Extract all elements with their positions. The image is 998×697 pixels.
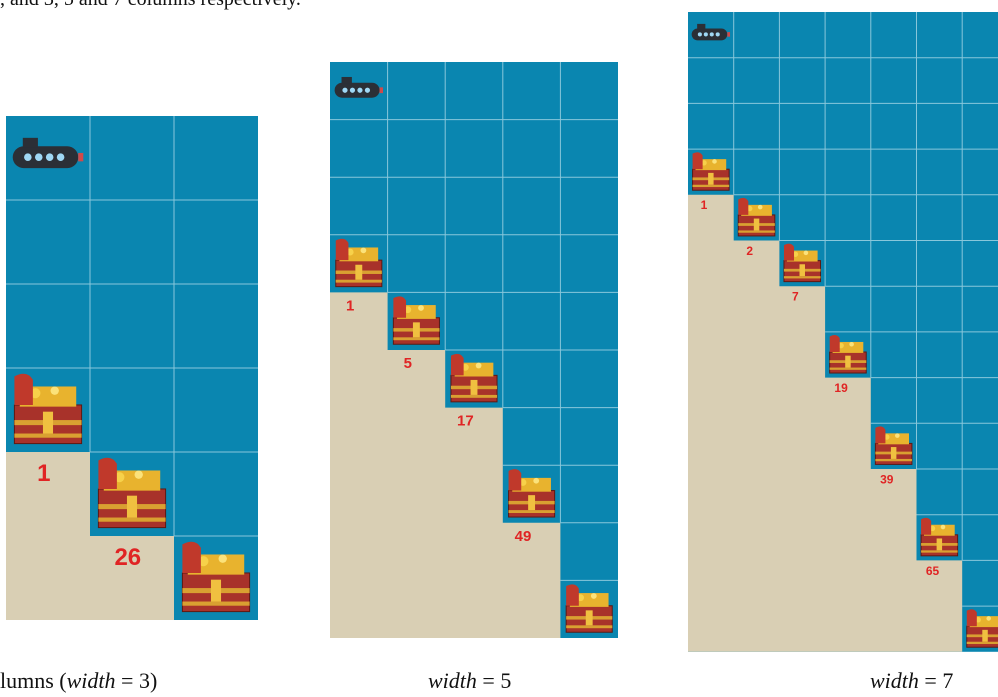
treasure-chest-icon bbox=[13, 373, 83, 445]
treasure-chest-icon bbox=[335, 238, 383, 288]
treasure-value-label: 49 bbox=[515, 528, 532, 545]
treasure-value-label: 1 bbox=[701, 198, 708, 212]
grid-lines bbox=[330, 62, 618, 581]
treasure-value-label: 65 bbox=[926, 564, 940, 578]
treasure-chest-icon bbox=[920, 517, 959, 557]
treasure-chest-icon bbox=[392, 296, 440, 345]
treasure-chest-icon bbox=[692, 152, 730, 191]
sand-area bbox=[688, 194, 998, 652]
submarine-icon bbox=[12, 137, 84, 169]
grid-width-5: 151749100 bbox=[330, 62, 618, 666]
grid-svg: 126100 bbox=[6, 116, 258, 620]
treasure-value-label: 39 bbox=[880, 472, 894, 486]
treasure-value-label: 7 bbox=[792, 290, 799, 304]
treasure-chest-icon bbox=[829, 335, 867, 374]
treasure-value-label: 2 bbox=[746, 244, 753, 258]
treasure-chest-icon bbox=[783, 243, 822, 283]
treasure-value-label: 5 bbox=[404, 355, 412, 372]
caption-width-3: lumns (width = 3) bbox=[0, 668, 158, 693]
caption-width-7: width = 7 bbox=[870, 668, 954, 693]
treasure-chest-icon bbox=[97, 457, 167, 529]
treasure-value-label: 26 bbox=[114, 544, 141, 571]
sand-area bbox=[330, 292, 618, 638]
treasure-value-label: 17 bbox=[457, 413, 474, 430]
grid-lines bbox=[688, 12, 998, 607]
sand-area bbox=[6, 452, 258, 620]
treasure-chest-icon bbox=[565, 584, 613, 633]
treasure-value-label: 1 bbox=[346, 297, 354, 314]
treasure-chest-icon bbox=[966, 609, 998, 648]
submarine-icon bbox=[334, 76, 383, 98]
grid-lines bbox=[6, 116, 258, 537]
intro-text: , and 3, 5 and 7 columns respectively. bbox=[0, 0, 301, 11]
treasure-value-label: 19 bbox=[834, 381, 848, 395]
grid-svg: 127193965100 bbox=[688, 12, 998, 652]
caption-width-5: width = 5 bbox=[428, 668, 512, 693]
treasure-chest-icon bbox=[874, 426, 913, 465]
treasure-value-label: 1 bbox=[37, 460, 50, 487]
treasure-chest-icon bbox=[737, 197, 776, 237]
treasure-chest-icon bbox=[508, 469, 556, 518]
grid-width-7: 127193965100 bbox=[688, 12, 998, 667]
treasure-chest-icon bbox=[181, 541, 251, 613]
treasure-chest-icon bbox=[450, 353, 498, 403]
grid-svg: 151749100 bbox=[330, 62, 618, 638]
submarine-icon bbox=[691, 23, 731, 41]
grid-width-3: 126100 bbox=[6, 116, 262, 668]
